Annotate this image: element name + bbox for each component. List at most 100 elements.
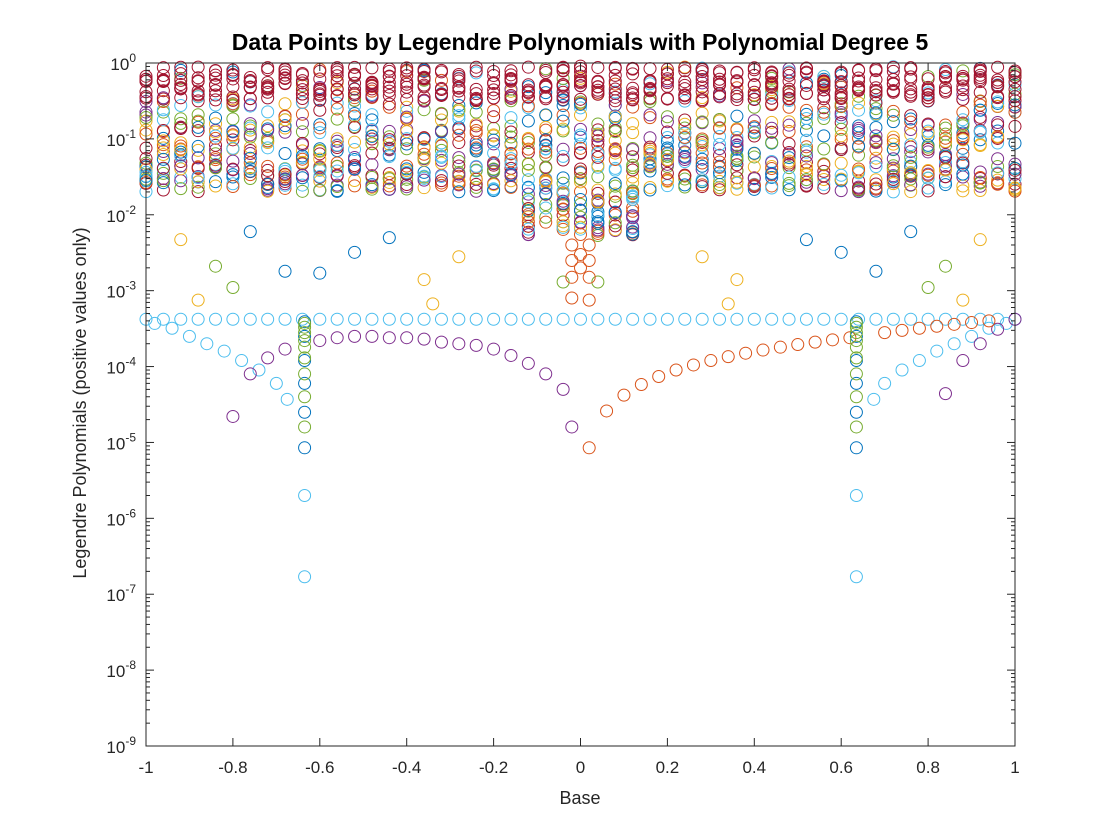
data-point [174,60,188,74]
data-point [921,312,935,326]
data-point [539,145,553,159]
data-point [521,192,535,206]
data-point [365,90,379,104]
data-point [678,78,692,92]
data-point [278,264,292,278]
data-point [956,156,970,170]
data-point [938,131,952,145]
data-point [539,149,553,163]
data-point [156,123,170,137]
data-point [869,312,883,326]
data-point [365,312,379,326]
data-point [174,91,188,105]
data-point [591,123,605,137]
data-point [469,184,483,198]
data-point [574,227,587,241]
data-point [938,81,952,95]
data-point [174,73,188,87]
data-point [678,64,692,78]
data-point [565,253,579,267]
data-point [556,108,570,122]
data-point [400,77,414,91]
data-point [417,273,431,287]
data-point [799,178,813,192]
data-point [869,177,883,191]
data-point [817,142,831,156]
data-point [626,143,640,157]
data-point [852,166,866,180]
data-point [278,113,292,127]
data-point [417,64,431,78]
data-point [765,170,779,184]
data-point [660,312,674,326]
scatter-points [139,59,1022,584]
data-point [278,178,292,192]
data-point [295,149,309,163]
data-point [574,97,587,111]
data-point [295,87,309,101]
data-point [209,77,223,91]
data-point [765,135,779,149]
data-point [730,89,744,103]
data-point [608,223,622,237]
data-point [849,329,863,343]
data-point [695,146,709,160]
data-point [956,293,970,307]
data-point [226,97,240,111]
data-point [921,140,935,154]
data-point [469,177,483,191]
data-point [799,149,813,163]
data-point [643,183,657,197]
data-point [678,94,692,108]
data-point [200,337,214,351]
data-point [921,171,935,185]
data-point [678,180,692,194]
data-point [852,71,866,85]
data-point [382,312,396,326]
data-point [973,103,987,117]
data-point [799,233,813,247]
data-point [278,71,292,85]
data-point [626,87,640,101]
data-point [713,160,727,174]
data-point [174,78,188,92]
data-point [747,78,761,92]
data-point [209,71,223,85]
data-point [921,126,935,140]
data-point [849,354,863,368]
data-point [452,122,466,136]
data-point [521,86,535,100]
data-point [487,312,501,326]
data-point [869,184,883,198]
data-point [834,75,848,89]
data-point [209,64,223,78]
data-point [469,82,483,96]
data-point [799,312,813,326]
data-point [991,173,1005,187]
data-point [243,140,257,154]
data-point [695,250,709,264]
data-point [817,172,831,186]
data-point [591,127,605,141]
data-point [695,70,709,84]
data-point [298,488,312,502]
data-point [678,82,692,96]
data-point [452,312,466,326]
data-point [765,76,779,90]
data-point [938,387,952,401]
data-point [817,79,831,93]
data-point [556,60,570,74]
data-point [886,134,900,148]
data-point [539,312,553,326]
data-point [191,151,205,165]
data-point [730,312,744,326]
data-point [330,331,344,345]
data-point [452,80,466,94]
data-point [678,75,692,89]
data-point [556,99,570,113]
data-point [295,184,309,198]
data-point [608,86,622,100]
data-point [834,122,848,136]
data-point [313,103,327,117]
data-point [330,112,344,126]
